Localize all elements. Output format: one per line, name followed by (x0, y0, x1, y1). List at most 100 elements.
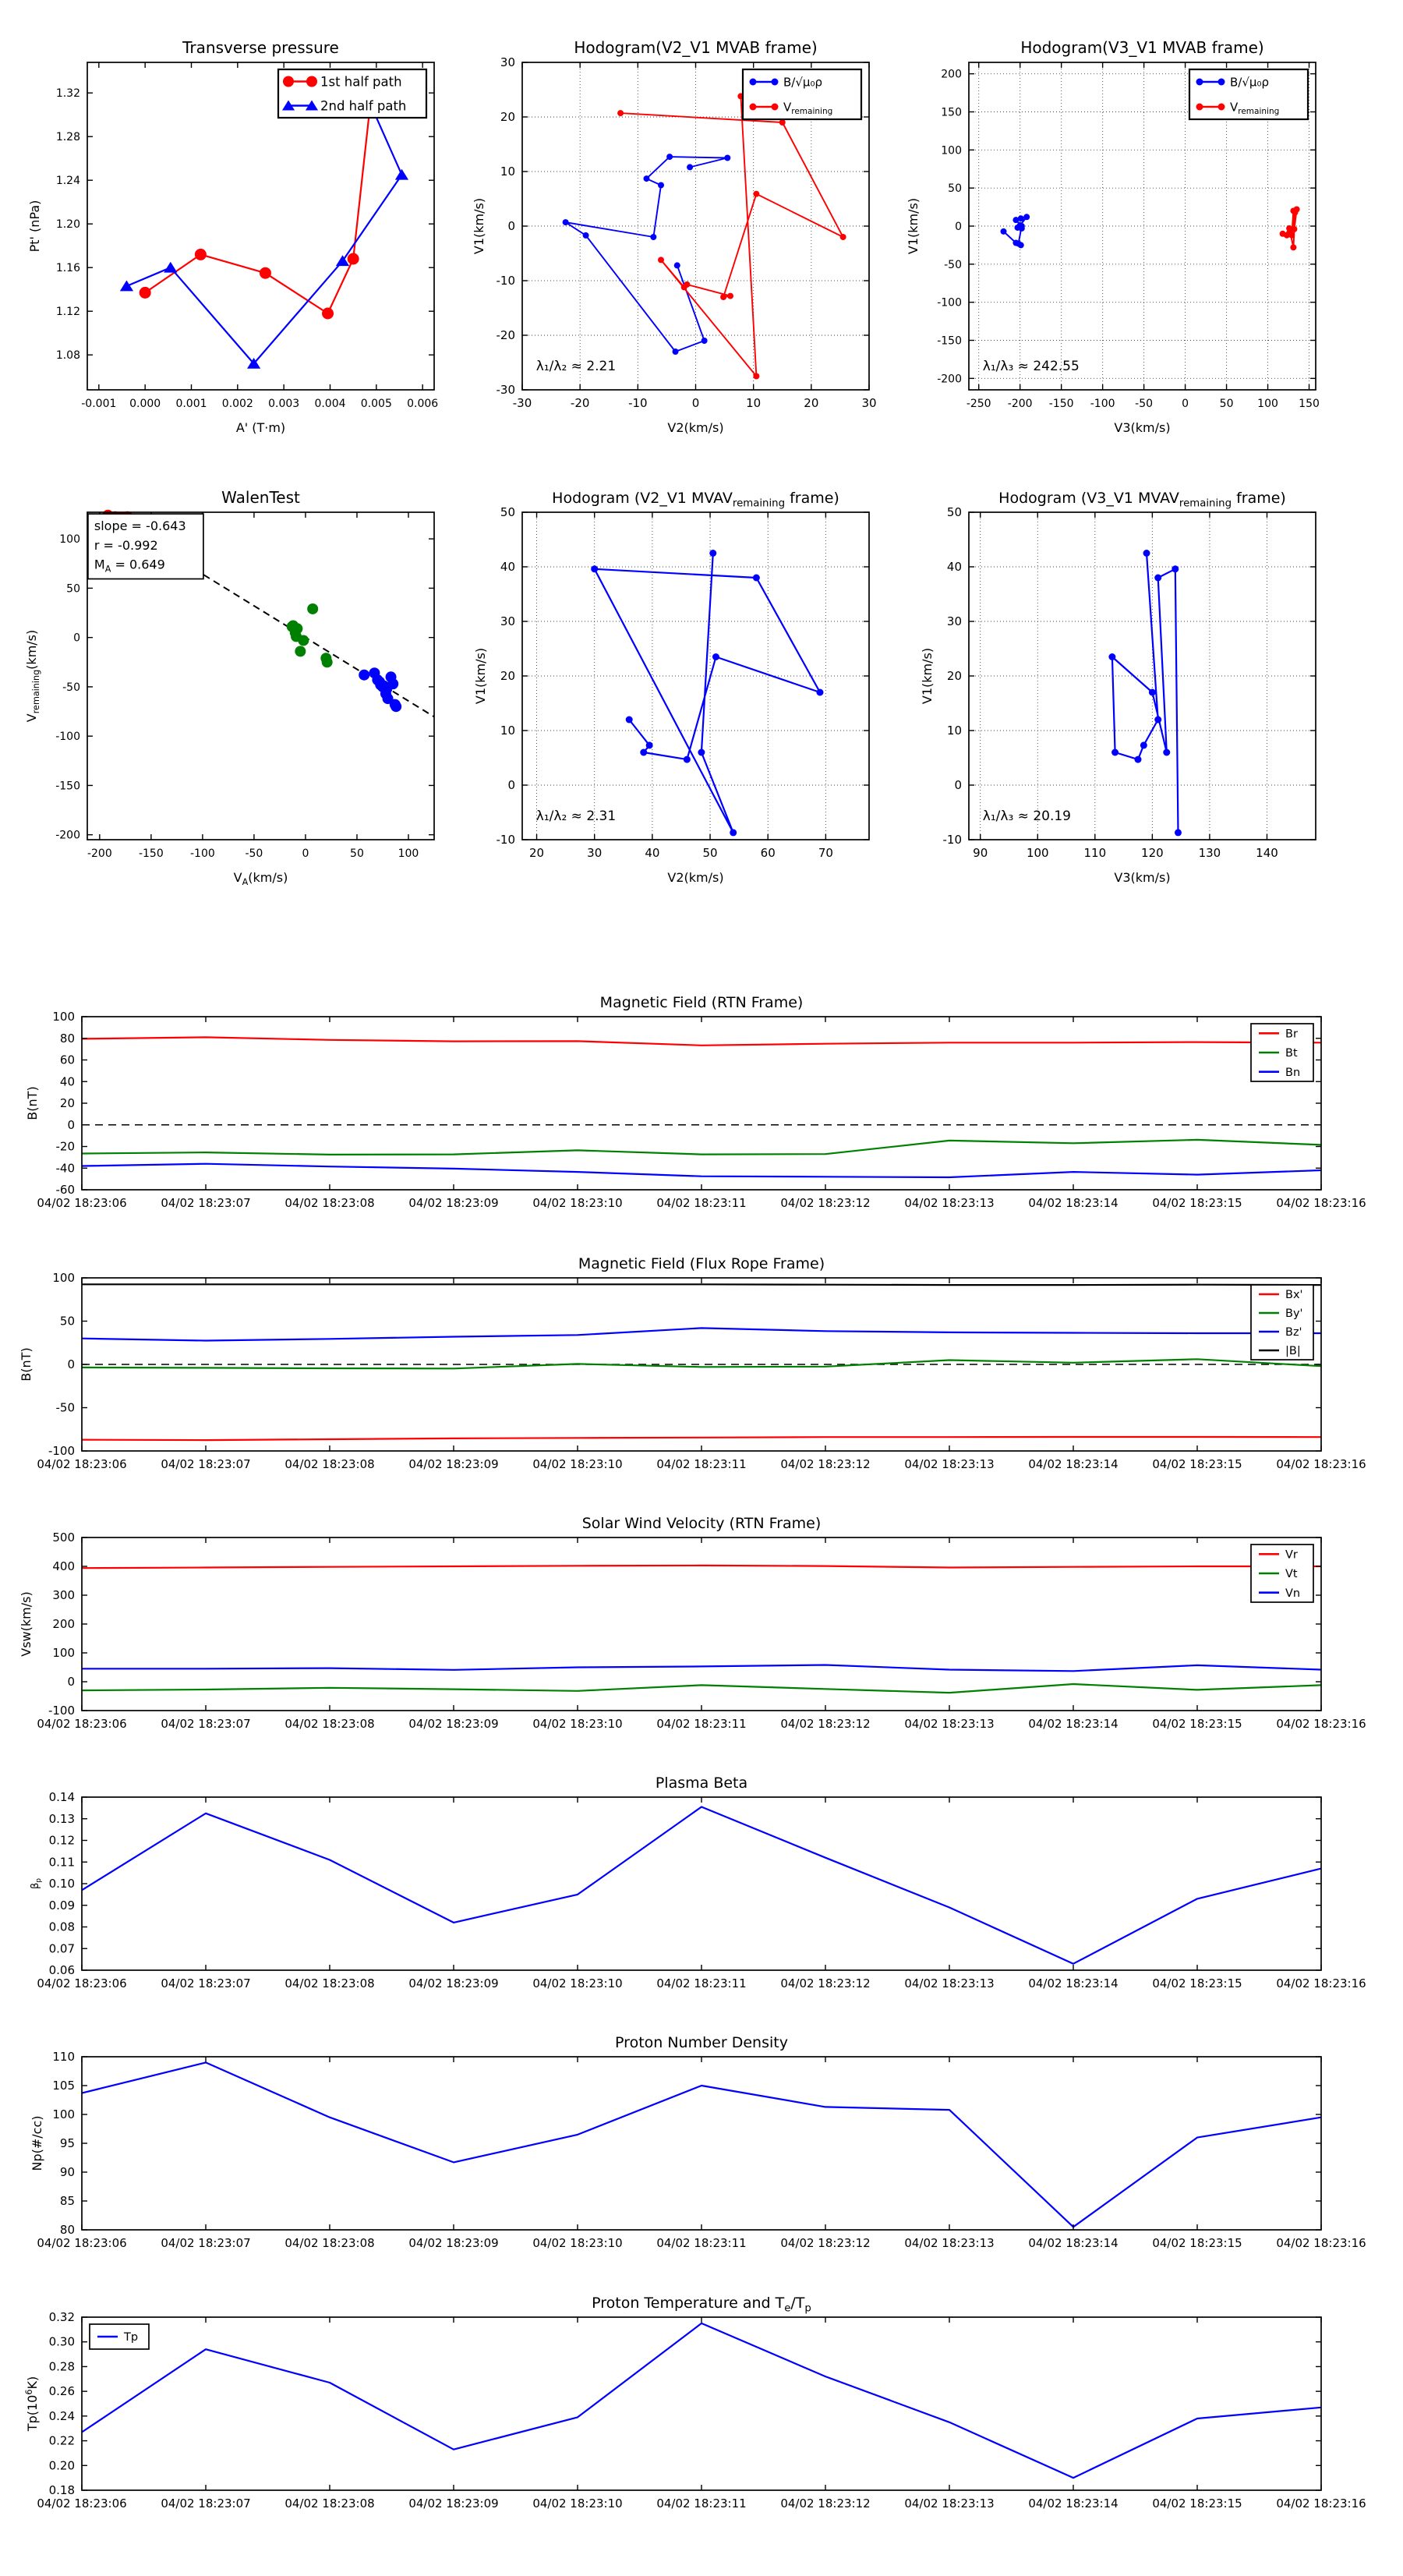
dot-marker-icon (1134, 755, 1142, 763)
y-tick-label: 0 (954, 778, 962, 792)
legend: Tp (89, 2323, 150, 2350)
dot-marker-icon (298, 635, 309, 646)
dot-marker-icon (779, 119, 786, 126)
legend-label: Vremaining (783, 100, 832, 116)
y-tick-label: 100 (52, 1010, 75, 1024)
x-tick-label: 04/02 18:23:12 (780, 1196, 870, 1210)
y-tick-label: 0.07 (49, 1941, 75, 1955)
x-tick-label: 04/02 18:23:12 (780, 2496, 870, 2511)
x-axis-label: V2(km/s) (667, 420, 723, 435)
annotation: λ₁/λ₂ ≈ 2.31 (536, 809, 616, 824)
series-Br (81, 1036, 1322, 1046)
x-tick-label: 04/02 18:23:07 (161, 2496, 250, 2511)
dot-marker-icon (1290, 207, 1297, 214)
y-axis-label: Pt' (nPa) (27, 200, 42, 253)
x-tick-label: 04/02 18:23:11 (656, 2236, 746, 2250)
dot-marker-icon (640, 748, 648, 756)
y-tick-label: 0 (67, 1118, 75, 1132)
y-axis: 0.06 0.07 0.08 0.09 0.10 0.11 0.12 0.13 0.14 (49, 1790, 1321, 1977)
dot-marker-icon (698, 748, 705, 756)
y-tick-label: 0.30 (49, 2335, 75, 2349)
chart-title: Proton Temperature and Te/Tp (592, 2295, 811, 2315)
annotation: slope = -0.643 r = -0.992 MA = 0.649 (87, 513, 204, 580)
dot-marker-icon (687, 164, 694, 171)
y-tick-label: 1.20 (56, 218, 80, 231)
y-axis: -60 -40 -20 0 20 40 60 80 100 (52, 1010, 1321, 1197)
x-tick-label: 04/02 18:23:11 (656, 1457, 746, 1471)
x-axis: 04/02 18:23:06 04/02 18:23:07 04/02 18:23:… (37, 1797, 1366, 1990)
circle-marker-icon (259, 267, 271, 279)
y-tick-label: 60 (60, 1053, 75, 1067)
y-axis-label: Vremaining(km/s) (24, 630, 41, 723)
y-axis: -100 -50 0 50 100 (48, 1271, 1321, 1458)
x-tick-label: 04/02 18:23:11 (656, 1196, 746, 1210)
x-tick-label: -10 (628, 396, 648, 410)
y-axis: -200 -150 -100 -50 0 50 100 (55, 533, 434, 842)
x-tick-label: 150 (1299, 398, 1320, 410)
x-tick-label: 04/02 18:23:16 (1276, 1457, 1366, 1471)
x-tick-label: 0.001 (175, 398, 207, 410)
series-v-path (591, 550, 824, 837)
x-tick-label: 04/02 18:23:07 (161, 1457, 250, 1471)
y-tick-label: 1.28 (56, 131, 80, 143)
y-tick-label: 100 (59, 533, 80, 546)
x-axis: 04/02 18:23:06 04/02 18:23:07 04/02 18:23:… (37, 2317, 1366, 2511)
dot-marker-icon (1174, 829, 1182, 837)
x-tick-label: 130 (1199, 846, 1221, 860)
y-axis-label: V1(km/s) (920, 648, 935, 704)
y-tick-label: 0.24 (49, 2409, 75, 2423)
chart-title: Plasma Beta (656, 1775, 747, 1792)
series-B-over-sqrt-mu0rho (1000, 214, 1030, 249)
triangle-marker-icon (335, 255, 350, 267)
circle-marker-icon (306, 76, 317, 87)
series-B-magnitude (82, 1283, 1322, 1286)
circle-marker-icon (347, 253, 359, 265)
y-tick-label: 20 (500, 110, 515, 124)
y-axis-label: V1(km/s) (473, 648, 488, 704)
x-axis: 04/02 18:23:06 04/02 18:23:07 04/02 18:23:… (37, 1017, 1366, 1210)
x-tick-label: 04/02 18:23:07 (161, 1717, 250, 1731)
annotation-text: λ₁/λ₂ ≈ 2.31 (536, 809, 616, 824)
y-axis: -10 0 10 20 30 40 50 (943, 505, 1316, 847)
legend-label: Vr (1285, 1549, 1298, 1562)
y-tick-label: -40 (56, 1161, 76, 1175)
x-tick-label: 04/02 18:23:06 (37, 1976, 126, 1990)
y-tick-label: 1.16 (56, 262, 80, 274)
dot-marker-icon (1217, 103, 1225, 111)
annotation: λ₁/λ₂ ≈ 2.21 (536, 359, 616, 374)
y-tick-label: 40 (947, 560, 962, 574)
legend-label: Vremaining (1230, 100, 1279, 116)
y-tick-label: 40 (60, 1074, 75, 1088)
series-Bn (81, 1162, 1322, 1179)
x-tick-label: 140 (1256, 846, 1278, 860)
legend: B/√μ₀ρ Vremaining (741, 68, 863, 121)
legend-label: Vt (1285, 1568, 1298, 1580)
y-tick-label: 500 (52, 1530, 75, 1545)
dot-marker-icon (753, 373, 760, 380)
y-tick-label: -50 (56, 1401, 76, 1415)
y-tick-label: 50 (66, 582, 80, 595)
x-tick-label: 04/02 18:23:10 (532, 1457, 622, 1471)
dot-marker-icon (680, 284, 687, 291)
chart-title: Hodogram (V3_V1 MVAVremaining frame) (998, 490, 1286, 510)
dot-marker-icon (658, 257, 664, 264)
y-axis-label: B(nT) (25, 1086, 40, 1120)
dot-marker-icon (673, 262, 680, 269)
y-tick-label: -100 (937, 297, 962, 310)
y-tick-label: 0.10 (49, 1877, 75, 1891)
dot-marker-icon (582, 232, 589, 239)
y-tick-label: 0.06 (49, 1963, 75, 1977)
x-axis-label: V3(km/s) (1114, 870, 1170, 885)
x-tick-label: 70 (818, 846, 833, 860)
y-tick-label: 0.14 (49, 1790, 75, 1804)
x-tick-label: 04/02 18:23:06 (37, 1196, 126, 1210)
axes-spines (81, 1796, 1322, 1971)
dot-marker-icon (1111, 748, 1119, 756)
x-tick-label: 0.004 (314, 398, 345, 410)
axes-spines (87, 62, 435, 391)
x-tick-label: 04/02 18:23:07 (161, 1976, 250, 1990)
dot-marker-icon (591, 565, 599, 573)
y-axis: -10 0 10 20 30 40 50 (497, 505, 869, 847)
y-axis: 0.18 0.20 0.22 0.24 0.26 0.28 0.30 0.32 (49, 2310, 1321, 2497)
dot-marker-icon (307, 603, 319, 614)
